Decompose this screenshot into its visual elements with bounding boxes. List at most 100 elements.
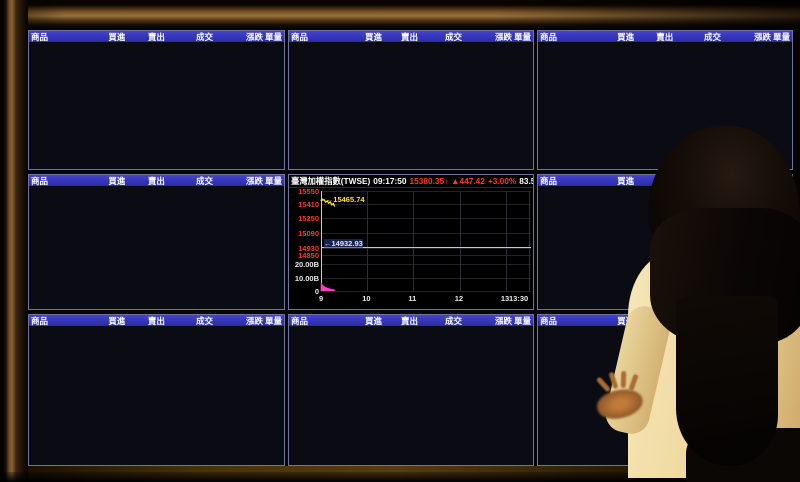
column-header-sell: 賣出 [147,175,165,186]
quote-panel-top-left: 商品 買進 賣出 成交 漲跌 單量 [28,30,285,170]
index-turnover: 83.50B [519,176,533,186]
column-header-change: 漲跌 [245,31,263,42]
time-axis-label: 13:30 [509,294,529,303]
index-chart-panel: 臺灣加權指數(TWSE) 09:17:50 15380.35↑ ▲447.42 … [288,174,534,310]
price-axis-label: 14930 [298,243,319,253]
index-change: ▲447.42 [451,176,485,186]
price-gridline [321,218,531,220]
column-header-product: 商品 [540,175,558,186]
column-header-volume: 單量 [264,315,282,326]
column-header-sell: 賣出 [147,31,165,42]
person-hair-length [676,296,778,466]
column-header-buy: 買進 [617,175,635,186]
index-time: 09:17:50 [373,176,407,186]
column-header-volume: 單量 [264,175,282,186]
quote-panel-mid-left: 商品 買進 賣出 成交 漲跌 單量 [28,174,285,310]
chart-axis-line [321,191,322,291]
column-header-volume: 單量 [772,31,790,42]
column-header-buy: 買進 [365,31,383,42]
time-gridline [367,191,369,291]
wood-frame-top [0,0,800,28]
price-gridline [321,203,531,205]
volume-gridline [321,291,531,292]
volume-gridline [321,277,531,279]
price-gridline [321,191,531,192]
column-header-buy: 買進 [108,315,126,326]
price-axis-label: 15550 [298,188,319,196]
column-header-change: 漲跌 [753,31,771,42]
index-last-value: 15380.35↑ [409,176,449,186]
panel-header: 商品 買進 賣出 成交 漲跌單量 [289,31,533,42]
prev-close-line [321,247,531,249]
floor-shadow [0,472,800,482]
column-header-volume: 單量 [514,315,532,326]
column-header-sell: 賣出 [401,315,419,326]
panel-header: 商品 買進 賣出 成交 漲跌單量 [289,315,533,326]
price-axis-label: 15410 [298,199,319,209]
column-header-change: 漲跌 [495,31,513,42]
column-header-buy: 買進 [108,31,126,42]
column-header-buy: 買進 [365,315,383,326]
time-axis-label: 10 [362,294,371,303]
column-header-sell: 賣出 [147,315,165,326]
column-header-deal: 成交 [445,315,463,326]
column-header-volume: 單量 [514,31,532,42]
time-axis-label: 9 [319,294,324,303]
time-gridline [529,191,530,291]
panel-header: 商品 買進 賣出 成交 漲跌單量 [29,315,284,326]
column-header-product: 商品 [31,31,49,42]
panel-header: 商品 買進 賣出 成交 漲跌單量 [538,31,792,42]
person-finger [620,370,627,389]
column-header-product: 商品 [540,31,558,42]
index-summary-strip: 臺灣加權指數(TWSE) 09:17:50 15380.35↑ ▲447.42 … [289,175,533,188]
column-header-deal: 成交 [445,31,463,42]
price-axis-label: 14850 [298,251,319,260]
time-gridline [459,191,461,291]
time-axis-label: 13 [500,294,510,303]
index-change-pct: +3.00% [487,176,517,186]
column-header-change: 漲跌 [245,175,263,186]
index-title: 臺灣加權指數(TWSE) [291,176,371,186]
column-header-sell: 賣出 [401,31,419,42]
panel-header: 商品 買進 賣出 成交 漲跌單量 [29,175,284,186]
column-header-product: 商品 [291,315,309,326]
time-gridline [505,191,507,291]
column-header-buy: 買進 [617,31,635,42]
column-header-buy: 買進 [617,315,635,326]
volume-axis-label: 20.00B [294,260,319,269]
volume-axis-label: 10.00B [294,273,319,283]
time-gridline [413,191,415,291]
column-header-product: 商品 [540,315,558,326]
quote-panel-top-right: 商品 買進 賣出 成交 漲跌 單量 [537,30,793,170]
column-header-change: 漲跌 [245,315,263,326]
quote-panel-top-middle: 商品 買進 賣出 成交 漲跌 單量 [288,30,534,170]
column-header-product: 商品 [31,315,49,326]
board-row-top: 商品 買進 賣出 成交 漲跌 單量 商品 買進 賣出 成交 漲跌 單量 商品 買進 賣出 成交 漲跌 單量 [28,30,793,170]
column-header-buy: 買進 [108,175,126,186]
quote-panel-bottom-left: 商品 買進 賣出 成交 漲跌 單量 [28,314,285,466]
panel-header: 商品 買進 賣出 成交 漲跌單量 [29,31,284,42]
time-axis-label: 11 [408,294,417,303]
volume-gridline [321,264,531,265]
price-axis-label: 15250 [298,214,319,224]
price-gridline [321,233,531,235]
price-gridline [321,255,531,256]
index-intraday-chart: 15550 15410 15250 15090 14930 14850 20.00B 10.0… [289,188,533,309]
chart-canvas [320,197,336,291]
wood-frame-left [0,0,28,482]
chart-annotation: ←14932.93 [324,239,363,249]
time-axis-label: 12 [454,294,464,303]
column-header-change: 漲跌 [495,315,513,326]
column-header-deal: 成交 [195,31,213,42]
column-header-deal: 成交 [195,315,213,326]
price-axis-label: 15090 [298,229,319,239]
column-header-deal: 成交 [195,175,213,186]
volume-axis-label: 0 [314,287,319,296]
chart-annotation: ←15465.74 [325,194,365,204]
column-header-sell: 賣出 [656,31,674,42]
column-header-product: 商品 [291,31,309,42]
column-header-product: 商品 [31,175,49,186]
column-header-deal: 成交 [703,31,721,42]
column-header-volume: 單量 [264,31,282,42]
